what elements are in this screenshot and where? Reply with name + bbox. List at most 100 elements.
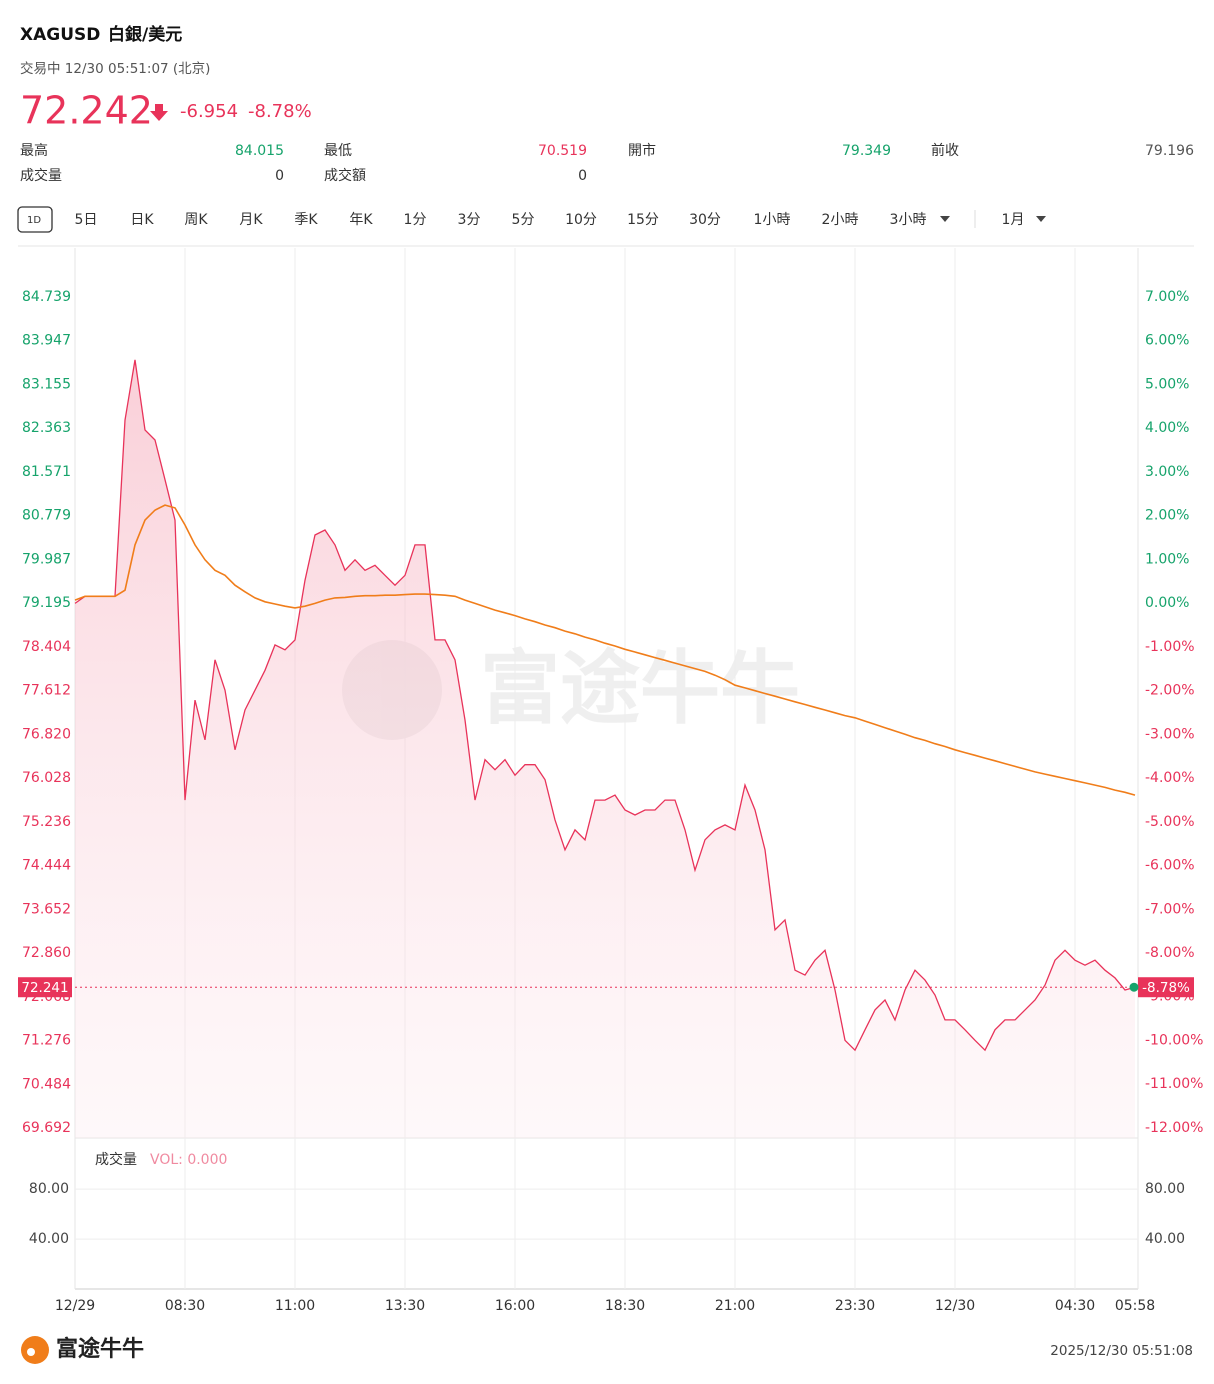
price-line [74,359,1136,1052]
y2-tick-label: -5.00% [1145,814,1195,830]
tab[interactable]: 日K [130,212,154,228]
y-tick-label: 78.404 [22,639,71,655]
change: -6.954 [180,101,238,122]
tab[interactable]: 1月 [1002,212,1025,228]
stat-value: 84.015 [235,143,284,159]
down-arrow [150,104,168,121]
tab[interactable]: 季K [294,212,318,228]
tab[interactable]: 1D [27,215,41,226]
x-tick-label: 16:00 [495,1298,535,1314]
tab[interactable]: 5日 [75,212,98,228]
footer-logo: 富途牛牛 [56,1336,144,1362]
stat-value: 70.519 [538,143,587,159]
y-tick-label: 71.276 [22,1033,71,1049]
y-tick-label: 77.612 [22,683,71,699]
footer-logo-dot [27,1348,35,1356]
y2-tick-label: 5.00% [1145,376,1189,392]
y-tick-label: 70.484 [22,1076,71,1092]
last-pct-label: -8.78% [1142,980,1190,996]
stat-value: 79.196 [1145,143,1194,159]
x-tick-label: 08:30 [165,1298,205,1314]
tab[interactable]: 年K [349,212,373,228]
tab[interactable]: 3分 [458,212,481,228]
status: 交易中 12/30 05:51:07 (北京) [20,60,210,77]
tab[interactable]: 2小時 [822,212,859,228]
stat-label: 成交額 [324,167,366,184]
y2-tick-label: 7.00% [1145,289,1189,305]
last-pct-box [1138,977,1194,998]
volume-title: 成交量 [95,1151,137,1168]
tab[interactable]: 5分 [512,212,535,228]
stat-value: 79.349 [842,143,891,159]
tab[interactable]: 3小時 [890,212,927,228]
y-tick-label: 73.652 [22,901,71,917]
x-tick-label: 13:30 [385,1298,425,1314]
y-tick-label: 83.155 [22,376,71,392]
dropdown-arrow [940,216,950,222]
y-tick-label: 69.692 [22,1120,71,1136]
x-tick-label: 04:30 [1055,1298,1095,1314]
stat-label: 開市 [628,142,656,159]
y2-tick-label: 3.00% [1145,464,1189,480]
volume-tick-label: 40.00 [29,1231,69,1247]
y2-tick-label: -7.00% [1145,901,1195,917]
footer-timestamp: 2025/12/30 05:51:08 [1050,1343,1193,1359]
x-tick-label: 12/29 [55,1298,95,1314]
y2-tick-label: -8.00% [1145,945,1195,961]
watermark-text: 富途牛牛 [480,642,800,735]
volume-tick-label: 80.00 [29,1181,69,1197]
y2-tick-label: -12.00% [1145,1120,1203,1136]
tab[interactable]: 周K [184,212,208,228]
tab[interactable]: 1分 [404,212,427,228]
y2-tick-label: 0.00% [1145,595,1189,611]
y2-tick-label: -10.00% [1145,1032,1203,1048]
price: 72.242 [20,89,153,133]
y2-tick-label: 4.00% [1145,420,1189,436]
volume-label: VOL: 0.000 [150,1152,227,1168]
volume-tick-label-right: 40.00 [1145,1231,1185,1247]
tab-selected[interactable] [17,206,53,233]
y-tick-label: 75.236 [22,814,71,830]
tab[interactable]: 10分 [565,212,597,228]
average-line [74,504,1136,796]
y-tick-label: 82.363 [22,420,71,436]
tab[interactable]: 1小時 [754,212,791,228]
last-point [1129,982,1139,992]
x-tick-label: 18:30 [605,1298,645,1314]
y-tick-label: 80.779 [22,508,71,524]
y-tick-label: 79.987 [22,551,71,567]
y2-tick-label: 6.00% [1145,333,1189,349]
x-tick-label: 12/30 [935,1298,975,1314]
stat-value: 0 [275,168,284,184]
y2-tick-label: -11.00% [1145,1076,1203,1092]
stat-value: 0 [578,168,587,184]
x-tick-label: 05:58 [1115,1298,1155,1314]
y-tick-label: 81.571 [22,464,71,480]
name: 白銀/美元 [108,24,182,45]
y-tick-label: 76.820 [22,726,71,742]
tab[interactable]: 30分 [689,212,721,228]
x-tick-label: 21:00 [715,1298,755,1314]
y2-tick-label: 2.00% [1145,508,1189,524]
stat-label: 成交量 [20,167,62,184]
last-price-box [18,977,72,998]
y2-tick-label: -2.00% [1145,683,1195,699]
tab[interactable]: 月K [239,212,263,228]
y-tick-label: 74.444 [22,858,71,874]
tab[interactable]: 15分 [627,212,659,228]
stat-label: 最高 [20,142,48,159]
x-tick-label: 11:00 [275,1298,315,1314]
change-pct: -8.78% [248,101,312,122]
footer-logo-icon [21,1336,49,1364]
stat-label: 最低 [324,143,352,159]
y-tick-label: 72.860 [22,945,71,961]
price-area [75,359,1135,1138]
y2-tick-label: -4.00% [1145,770,1195,786]
y2-tick-label: 1.00% [1145,551,1189,567]
y2-tick-label: -3.00% [1145,726,1195,742]
y-tick-label: 83.947 [22,333,71,349]
y2-tick-label: -1.00% [1145,639,1195,655]
y2-tick-label: -6.00% [1145,858,1195,874]
x-tick-label: 23:30 [835,1298,875,1314]
